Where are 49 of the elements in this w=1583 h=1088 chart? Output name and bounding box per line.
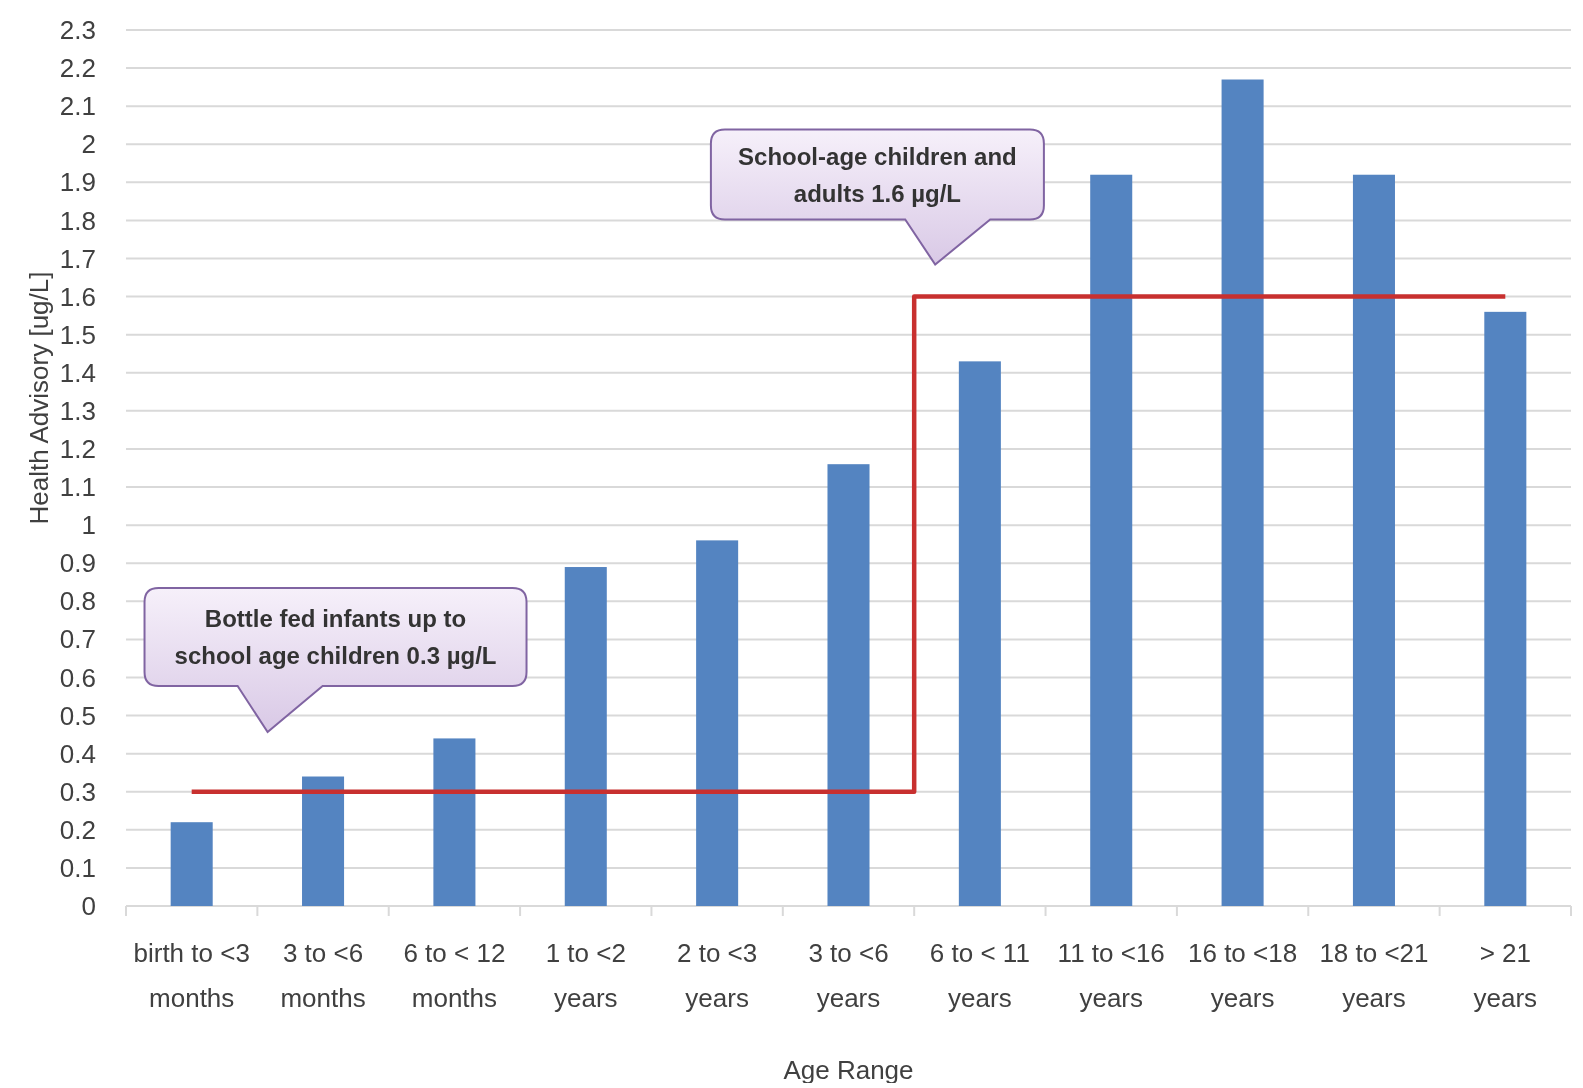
y-tick-label: 1.7 (59, 243, 96, 274)
bar (1090, 174, 1133, 906)
annotation: Bottle fed infants up to school age children 0.3 µg/L (174, 605, 497, 670)
x-tick-label: 16 to <18 years (1188, 938, 1298, 1013)
bar (1352, 174, 1395, 906)
y-tick-label: 2.2 (59, 53, 96, 84)
y-tick-label: 1.5 (59, 319, 96, 350)
y-tick-label: 1 (81, 510, 96, 541)
bar (1484, 311, 1527, 906)
annotation: School-age children and adults 1.6 µg/L (738, 142, 1017, 207)
y-tick-label: 0.2 (59, 814, 96, 845)
bar (302, 776, 345, 906)
y-tick-label: 0.1 (59, 853, 96, 884)
bar (827, 464, 870, 906)
x-tick-label: 1 to <2 years (545, 938, 626, 1013)
y-tick-label: 0.8 (59, 586, 96, 617)
y-tick-label: 2.3 (59, 15, 96, 46)
bar (170, 822, 213, 906)
x-tick-label: 6 to < 11 years (929, 938, 1030, 1013)
x-tick-label: 3 to <6 months (280, 938, 366, 1013)
bar (564, 567, 607, 906)
y-tick-label: 0.6 (59, 662, 96, 693)
y-tick-label: 1.8 (59, 205, 96, 236)
bar (696, 540, 739, 906)
x-tick-label: 3 to <6 years (808, 938, 889, 1013)
bar (433, 738, 476, 906)
y-tick-label: 1.6 (59, 281, 96, 312)
y-tick-label: 0.4 (59, 738, 96, 769)
y-tick-label: 1.9 (59, 167, 96, 198)
y-tick-label: 1.1 (59, 472, 96, 503)
y-tick-label: 0.7 (59, 624, 96, 655)
y-tick-label: 1.3 (59, 395, 96, 426)
y-tick-label: 1.4 (59, 357, 96, 388)
y-tick-label: 2.1 (59, 91, 96, 122)
y-axis-title: Health Advisory [ug/L] (24, 271, 54, 525)
y-tick-label: 0.5 (59, 700, 96, 731)
bar (1221, 79, 1264, 906)
y-tick-label: 0 (81, 891, 96, 922)
x-tick-label: 2 to <3 years (677, 938, 758, 1013)
bar (958, 361, 1001, 906)
x-tick-label: > 21 years (1473, 938, 1538, 1013)
x-tick-label: birth to <3 months (133, 938, 250, 1013)
x-tick-label: 6 to < 12 months (403, 938, 506, 1013)
y-tick-label: 1.2 (59, 434, 96, 465)
x-tick-label: 18 to <21 years (1319, 938, 1429, 1013)
x-tick-label: 11 to <16 years (1057, 938, 1165, 1013)
y-tick-label: 0.3 (59, 776, 96, 807)
y-tick-label: 0.9 (59, 548, 96, 579)
y-tick-label: 2 (81, 129, 96, 160)
